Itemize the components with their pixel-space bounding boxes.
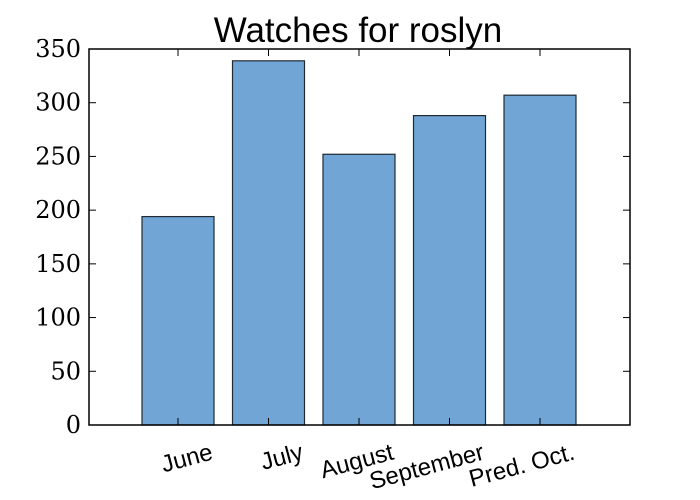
plot-frame (88, 48, 631, 426)
y-tick-label: 0 (66, 411, 81, 439)
chart-title: Watches for roslyn (214, 11, 503, 50)
y-axis: 0 50 100 150 200 250 300 350 (35, 35, 630, 439)
bar-june (141, 215, 215, 426)
y-tick-label: 100 (35, 304, 81, 332)
y-tick-label: 150 (35, 250, 81, 278)
y-tick-label: 50 (50, 357, 81, 385)
y-tick-label: 200 (35, 196, 81, 224)
bars-group (141, 60, 577, 426)
x-tick-label: July (258, 439, 306, 476)
x-tick-label: Pred. Oct. (466, 439, 577, 493)
bar-pred-oct (503, 94, 577, 426)
bar-september (412, 115, 487, 426)
y-tick-label: 250 (35, 142, 81, 170)
x-tick-label: June (158, 439, 215, 479)
bar-july (231, 60, 306, 426)
y-tick-label: 350 (35, 35, 81, 63)
bar-august (322, 153, 396, 426)
y-tick-label: 300 (35, 89, 81, 117)
